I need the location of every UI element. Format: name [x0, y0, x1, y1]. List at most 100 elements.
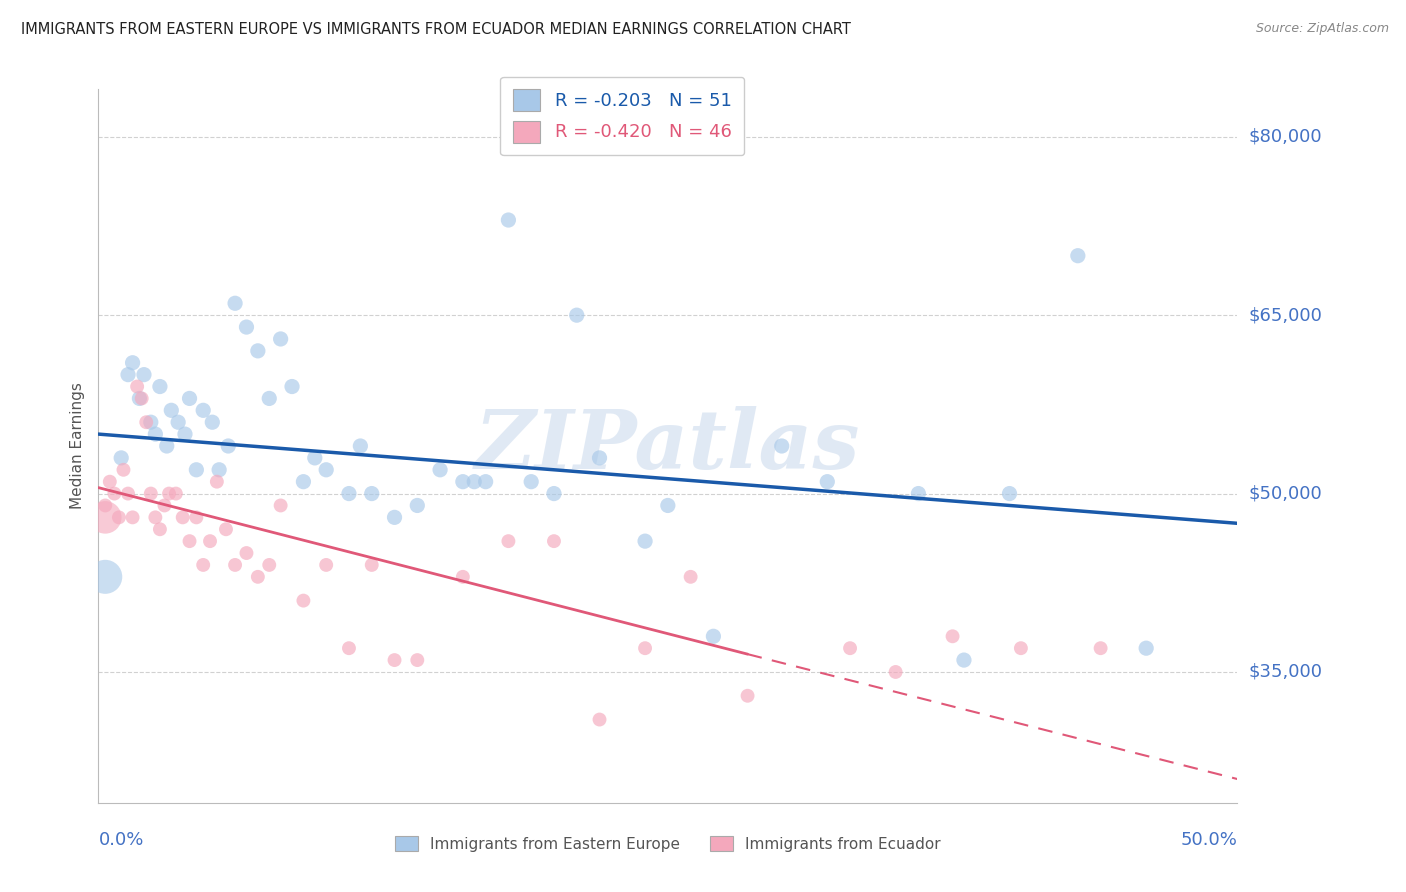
Point: [429, 463, 451, 477]
Point: [702, 629, 724, 643]
Point: [360, 486, 382, 500]
Point: [634, 641, 657, 656]
Point: [139, 415, 162, 429]
Legend: Immigrants from Eastern Europe, Immigrants from Ecuador: Immigrants from Eastern Europe, Immigran…: [387, 828, 949, 859]
Text: ZIPatlas: ZIPatlas: [475, 406, 860, 486]
Text: $50,000: $50,000: [1249, 484, 1322, 502]
Point: [1010, 641, 1032, 656]
Point: [246, 343, 269, 358]
Point: [1135, 641, 1157, 656]
Point: [543, 486, 565, 500]
Point: [160, 403, 183, 417]
Point: [565, 308, 588, 322]
Point: [349, 439, 371, 453]
Point: [259, 392, 281, 406]
Point: [145, 427, 167, 442]
Point: [737, 689, 759, 703]
Point: [205, 475, 228, 489]
Point: [157, 486, 180, 500]
Point: [1067, 249, 1090, 263]
Point: [474, 475, 496, 489]
Point: [208, 463, 231, 477]
Point: [112, 463, 135, 477]
Point: [246, 570, 269, 584]
Point: [121, 510, 143, 524]
Point: [121, 356, 143, 370]
Point: [259, 558, 281, 572]
Point: [215, 522, 238, 536]
Point: [201, 415, 224, 429]
Point: [98, 475, 121, 489]
Point: [315, 558, 337, 572]
Point: [94, 510, 117, 524]
Point: [186, 463, 208, 477]
Point: [337, 486, 360, 500]
Point: [770, 439, 793, 453]
Point: [679, 570, 702, 584]
Point: [270, 499, 292, 513]
Point: [179, 392, 201, 406]
Point: [498, 213, 520, 227]
Point: [179, 534, 201, 549]
Point: [145, 510, 167, 524]
Point: [815, 475, 838, 489]
Point: [132, 368, 155, 382]
Point: [406, 499, 429, 513]
Point: [1090, 641, 1112, 656]
Point: [292, 475, 315, 489]
Text: IMMIGRANTS FROM EASTERN EUROPE VS IMMIGRANTS FROM ECUADOR MEDIAN EARNINGS CORREL: IMMIGRANTS FROM EASTERN EUROPE VS IMMIGR…: [21, 22, 851, 37]
Point: [139, 486, 162, 500]
Point: [315, 463, 337, 477]
Point: [165, 486, 187, 500]
Point: [384, 653, 406, 667]
Y-axis label: Median Earnings: Median Earnings: [69, 383, 84, 509]
Point: [907, 486, 929, 500]
Point: [270, 332, 292, 346]
Point: [224, 558, 246, 572]
Point: [953, 653, 976, 667]
Point: [543, 534, 565, 549]
Point: [281, 379, 304, 393]
Point: [131, 392, 153, 406]
Point: [942, 629, 965, 643]
Text: 50.0%: 50.0%: [1181, 831, 1237, 849]
Point: [156, 439, 179, 453]
Text: Source: ZipAtlas.com: Source: ZipAtlas.com: [1256, 22, 1389, 36]
Point: [360, 558, 382, 572]
Point: [174, 427, 197, 442]
Point: [998, 486, 1021, 500]
Point: [167, 415, 190, 429]
Point: [94, 499, 117, 513]
Text: $65,000: $65,000: [1249, 306, 1322, 324]
Point: [153, 499, 176, 513]
Text: $80,000: $80,000: [1249, 128, 1322, 145]
Point: [292, 593, 315, 607]
Point: [634, 534, 657, 549]
Point: [193, 403, 215, 417]
Point: [135, 415, 157, 429]
Point: [117, 486, 139, 500]
Point: [498, 534, 520, 549]
Point: [463, 475, 485, 489]
Point: [451, 475, 474, 489]
Point: [235, 320, 257, 334]
Point: [839, 641, 862, 656]
Point: [172, 510, 194, 524]
Point: [127, 379, 149, 393]
Point: [224, 296, 246, 310]
Point: [657, 499, 679, 513]
Point: [94, 570, 117, 584]
Point: [304, 450, 326, 465]
Point: [103, 486, 125, 500]
Point: [520, 475, 543, 489]
Point: [235, 546, 257, 560]
Point: [337, 641, 360, 656]
Point: [149, 522, 172, 536]
Point: [198, 534, 221, 549]
Point: [117, 368, 139, 382]
Point: [884, 665, 907, 679]
Point: [149, 379, 172, 393]
Point: [451, 570, 474, 584]
Point: [217, 439, 239, 453]
Point: [588, 450, 610, 465]
